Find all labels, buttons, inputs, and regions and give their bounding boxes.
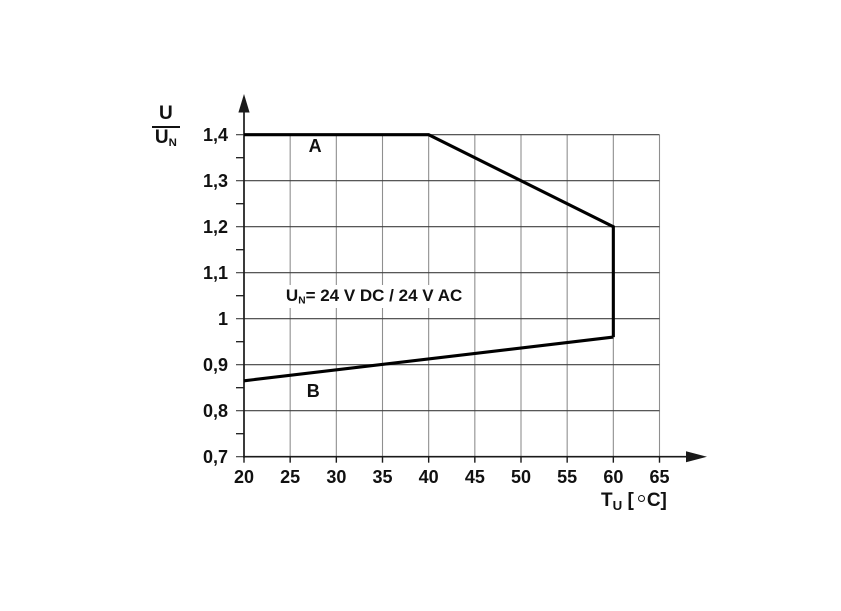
x-axis-label: TU [C] bbox=[601, 490, 667, 513]
nominal-voltage-annotation: UN= 24 V DC / 24 V AC bbox=[280, 285, 469, 309]
degree-symbol bbox=[637, 495, 645, 502]
y-axis-arrow-icon bbox=[238, 94, 250, 113]
y-tick-label: 1,4 bbox=[202, 124, 228, 145]
y-axis-label-numerator: U bbox=[152, 103, 180, 128]
curve-a bbox=[244, 133, 615, 338]
y-tick-label: 0,7 bbox=[202, 446, 228, 467]
y-tick-label: 1 bbox=[217, 308, 228, 329]
x-tick-label: 60 bbox=[603, 466, 624, 487]
x-tick-label: 45 bbox=[464, 466, 485, 487]
series-label-a: A bbox=[308, 136, 322, 157]
y-tick-label: 0,8 bbox=[202, 400, 228, 421]
series-label-b: B bbox=[306, 380, 320, 401]
y-tick-label: 0,9 bbox=[202, 354, 228, 375]
y-tick-label: 1,1 bbox=[202, 262, 228, 283]
y-axis-label: U UN bbox=[152, 103, 180, 149]
y-tick-label: 1,3 bbox=[202, 170, 228, 191]
x-tick-label: 40 bbox=[418, 466, 439, 487]
x-tick-label: 50 bbox=[510, 466, 532, 487]
curve-b bbox=[243, 335, 614, 383]
y-axis-label-denominator: UN bbox=[154, 126, 177, 149]
x-tick-label: 20 bbox=[233, 466, 255, 487]
x-tick-label: 65 bbox=[649, 466, 670, 487]
x-tick-label: 30 bbox=[326, 466, 347, 487]
x-tick-label: 35 bbox=[372, 466, 393, 487]
x-axis-arrow-icon bbox=[686, 451, 707, 463]
x-tick-label: 55 bbox=[557, 466, 578, 487]
x-tick-label: 25 bbox=[280, 466, 301, 487]
y-tick-label: 1,2 bbox=[202, 216, 228, 237]
